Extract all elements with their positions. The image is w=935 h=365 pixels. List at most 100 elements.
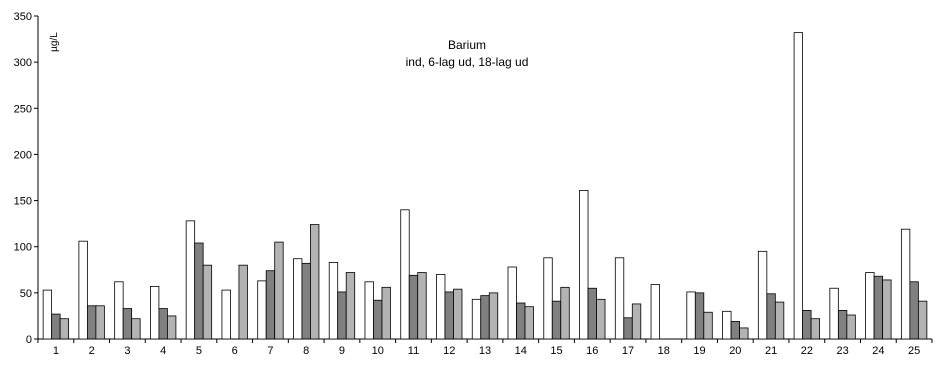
chart-title: Barium: [448, 38, 486, 52]
x-tick-label: 16: [586, 345, 598, 357]
bar: [739, 327, 749, 340]
x-tick-label: 24: [872, 345, 884, 357]
y-tick-label: 100: [14, 242, 32, 254]
bar: [730, 321, 740, 340]
bar: [793, 32, 803, 340]
bar: [95, 305, 105, 340]
bar: [703, 311, 713, 340]
bar: [766, 293, 776, 340]
bar: [837, 309, 848, 340]
bar: [631, 303, 642, 340]
bar: [551, 300, 562, 340]
bar: [829, 287, 839, 340]
bar: [810, 318, 820, 340]
bar: [194, 242, 204, 340]
y-tick-label: 350: [14, 11, 32, 23]
bar: [436, 273, 446, 340]
bar: [417, 272, 427, 340]
x-tick-label: 5: [196, 345, 202, 357]
bar: [488, 292, 499, 340]
bar: [686, 291, 696, 340]
bar: [337, 291, 347, 340]
bar: [480, 295, 490, 340]
bar: [543, 257, 553, 340]
bar: [757, 250, 768, 340]
y-tick-label: 200: [14, 149, 32, 161]
bar: [846, 314, 856, 340]
bar: [345, 272, 356, 340]
x-tick-label: 25: [908, 345, 920, 357]
x-tick-label: 8: [303, 345, 309, 357]
x-tick-label: 6: [232, 345, 238, 357]
bar: [221, 289, 231, 340]
bar: [86, 305, 97, 340]
bar: [150, 285, 160, 340]
y-tick-label: 150: [14, 196, 32, 208]
bar: [265, 270, 276, 340]
bar: [400, 209, 410, 340]
bar: [917, 300, 928, 340]
y-tick-label: 300: [14, 57, 32, 69]
bar: [42, 289, 53, 340]
bar: [694, 292, 705, 340]
x-tick-label: 3: [124, 345, 130, 357]
bar: [579, 190, 589, 340]
bar: [122, 308, 133, 340]
x-tick-label: 7: [267, 345, 273, 357]
bar: [722, 310, 732, 340]
bar: [202, 264, 213, 340]
bar: [238, 264, 248, 340]
bar: [524, 306, 534, 340]
bar: [802, 309, 812, 340]
bar: [310, 224, 320, 340]
bar: [774, 301, 785, 340]
bar: [623, 317, 633, 340]
bar: [158, 308, 168, 340]
bar: [167, 315, 177, 340]
x-tick-label: 10: [372, 345, 384, 357]
bar: [587, 287, 597, 340]
x-tick-label: 20: [729, 345, 741, 357]
bar: [560, 286, 570, 340]
bar: [328, 262, 339, 340]
bar: [507, 266, 517, 340]
bar: [650, 284, 660, 340]
bar: [51, 313, 61, 340]
bar: [293, 258, 303, 340]
x-tick-label: 15: [550, 345, 562, 357]
bar: [78, 240, 88, 340]
x-tick-label: 22: [801, 345, 813, 357]
bar: [909, 281, 919, 340]
bar: [471, 298, 482, 340]
bar: [408, 274, 419, 340]
x-tick-label: 17: [622, 345, 634, 357]
bar: [882, 279, 892, 340]
x-tick-label: 13: [479, 345, 491, 357]
bar: [274, 241, 284, 340]
x-tick-label: 11: [408, 345, 419, 357]
x-tick-label: 18: [658, 345, 670, 357]
bar: [516, 302, 526, 340]
x-tick-label: 19: [693, 345, 705, 357]
bar: [114, 281, 124, 340]
y-tick-label: 50: [20, 288, 32, 300]
x-tick-label: 14: [515, 345, 527, 357]
bar: [865, 272, 875, 340]
x-tick-label: 9: [339, 345, 345, 357]
bar: [364, 281, 374, 340]
bar: [59, 318, 70, 340]
bar: [131, 318, 141, 340]
bar: [444, 291, 454, 340]
chart-subtitle: ind, 6-lag ud, 18-lag ud: [406, 55, 529, 69]
bar: [873, 275, 884, 340]
bar: [185, 220, 196, 340]
y-tick-label: 0: [26, 334, 32, 346]
x-tick-label: 4: [160, 345, 166, 357]
x-tick-label: 2: [89, 345, 95, 357]
bar: [614, 257, 625, 340]
bar: [596, 298, 606, 340]
bar: [381, 286, 391, 340]
